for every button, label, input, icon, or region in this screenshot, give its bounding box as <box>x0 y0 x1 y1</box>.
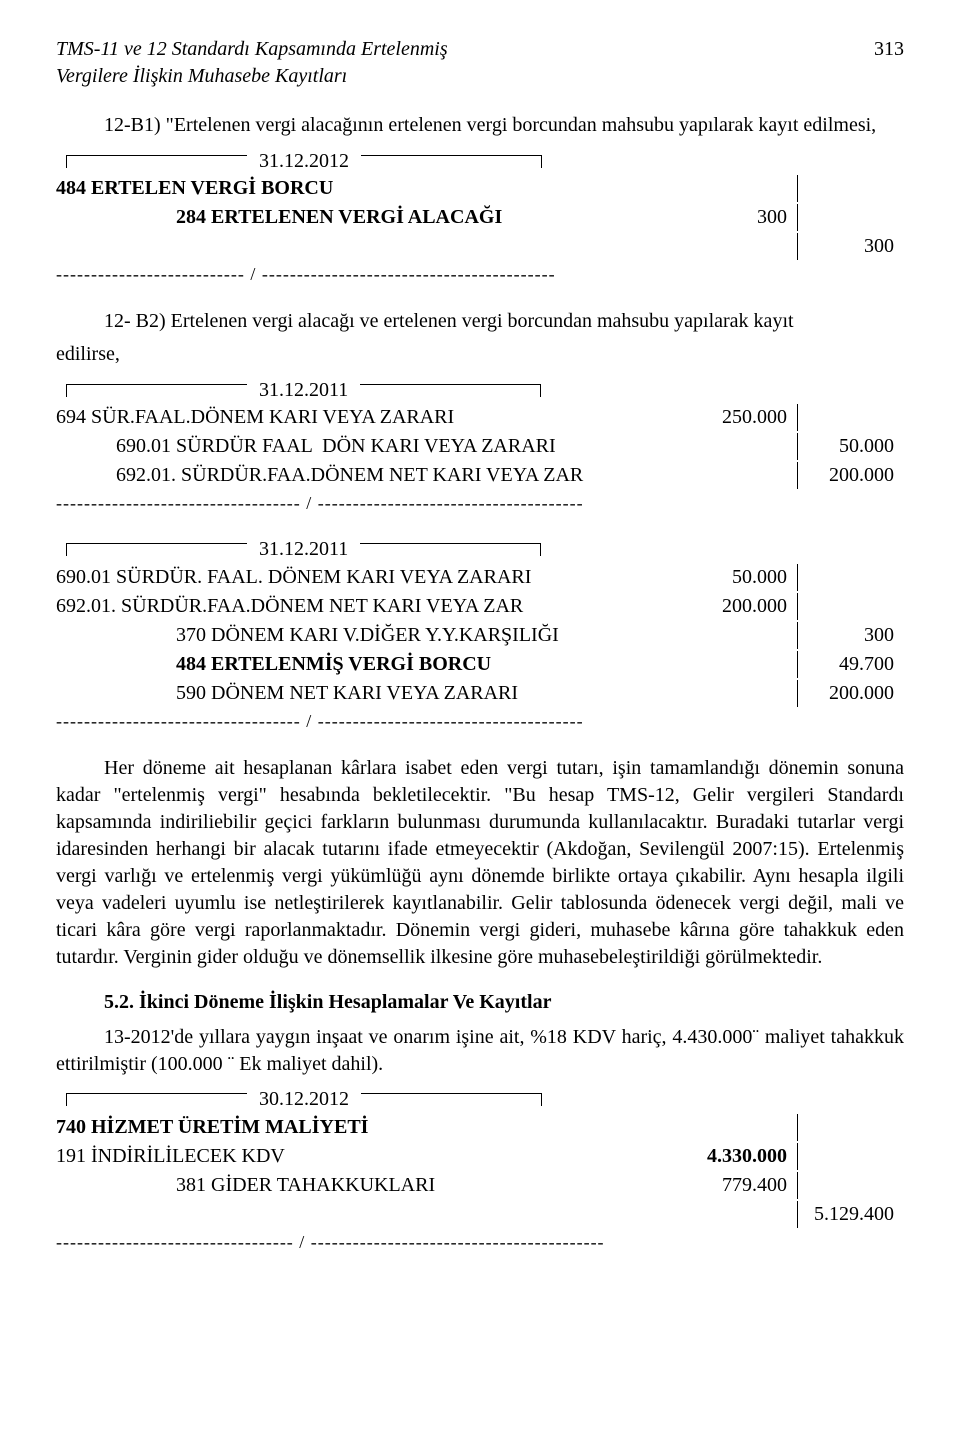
entry-rule-left <box>66 543 247 556</box>
credit-amount: 50.000 <box>798 433 904 460</box>
para-12b2-a: 12- B2) Ertelenen vergi alacağı ve ertel… <box>56 308 904 335</box>
debit-amount <box>691 1114 798 1141</box>
account-name: 694 SÜR.FAAL.DÖNEM KARI VEYA ZARARI <box>56 404 691 431</box>
debit-amount: 779.400 <box>691 1172 798 1199</box>
account-name: 692.01. SÜRDÜR.FAA.DÖNEM NET KARI VEYA Z… <box>56 593 691 620</box>
credit-amount <box>798 1114 904 1141</box>
credit-amount <box>798 404 904 431</box>
credit-amount <box>798 593 904 620</box>
header-title-line2: Vergilere İlişkin Muhasebe Kayıtları <box>56 65 347 87</box>
page-313: TMS-11 ve 12 Standardı Kapsamında Ertele… <box>0 0 960 1316</box>
entry-rule-left <box>66 155 247 168</box>
credit-amount: 300 <box>798 233 904 260</box>
credit-amount: 200.000 <box>798 462 904 489</box>
para-12b1: 12-B1) "Ertelenen vergi alacağının ertel… <box>56 112 904 139</box>
entry-rule-right <box>361 155 542 168</box>
para-12b2-b: edilirse, <box>56 341 904 368</box>
header-title-line1: TMS-11 ve 12 Standardı Kapsamında Ertele… <box>56 38 448 60</box>
credit-amount <box>798 1143 904 1170</box>
account-name: 484 ERTELENMİŞ VERGİ BORCU <box>56 651 691 678</box>
entry-separator: ---------------------------------- / ---… <box>56 1230 904 1254</box>
account-name <box>56 233 691 260</box>
account-name: 692.01. SÜRDÜR.FAA.DÖNEM NET KARI VEYA Z… <box>56 462 691 489</box>
entry-rule-right <box>360 543 541 556</box>
credit-amount <box>798 1172 904 1199</box>
page-number: 313 <box>874 36 904 63</box>
account-name: 191 İNDİRİLİLECEK KDV <box>56 1143 691 1170</box>
entry-separator: --------------------------- / ----------… <box>56 262 904 286</box>
account-name: 590 DÖNEM NET KARI VEYA ZARARI <box>56 680 691 707</box>
journal-entry-4: 30.12.2012 740 HİZMET ÜRETİM MALİYETİ 19… <box>56 1088 904 1254</box>
entry-separator: ----------------------------------- / --… <box>56 491 904 515</box>
para-5-2: 13-2012'de yıllara yaygın inşaat ve onar… <box>56 1024 904 1078</box>
debit-amount <box>691 651 798 678</box>
debit-amount <box>691 233 798 260</box>
debit-amount <box>691 1201 798 1228</box>
debit-amount <box>691 622 798 649</box>
entry-date: 31.12.2012 <box>247 148 361 175</box>
journal-entry-3: 31.12.2011 690.01 SÜRDÜR. FAAL. DÖNEM KA… <box>56 538 904 733</box>
debit-amount: 4.330.000 <box>691 1143 798 1170</box>
debit-amount: 300 <box>691 204 798 231</box>
entry-separator: ----------------------------------- / --… <box>56 709 904 733</box>
account-name: 690.01 SÜRDÜR. FAAL. DÖNEM KARI VEYA ZAR… <box>56 564 691 591</box>
entry-rule-right <box>360 384 541 397</box>
debit-amount: 50.000 <box>691 564 798 591</box>
debit-amount <box>691 462 798 489</box>
credit-amount: 300 <box>798 622 904 649</box>
account-name: 690.01 SÜRDÜR FAAL DÖN KARI VEYA ZARARI <box>56 433 691 460</box>
journal-entry-2: 31.12.2011 694 SÜR.FAAL.DÖNEM KARI VEYA … <box>56 378 904 515</box>
credit-amount <box>798 564 904 591</box>
credit-amount: 5.129.400 <box>798 1201 904 1228</box>
debit-amount: 200.000 <box>691 593 798 620</box>
entry-rule-right <box>361 1093 542 1106</box>
account-name: 484 ERTELEN VERGİ BORCU <box>56 175 691 202</box>
entry-date: 30.12.2012 <box>247 1086 361 1113</box>
entry-date: 31.12.2011 <box>247 536 360 563</box>
entry-date: 31.12.2011 <box>247 377 360 404</box>
account-name: 381 GİDER TAHAKKUKLARI <box>56 1172 691 1199</box>
debit-amount: 250.000 <box>691 404 798 431</box>
entry-rule-left <box>66 384 247 397</box>
account-name: 284 ERTELENEN VERGİ ALACAĞI <box>56 204 691 231</box>
running-header: TMS-11 ve 12 Standardı Kapsamında Ertele… <box>56 36 904 90</box>
debit-amount <box>691 175 798 202</box>
debit-amount <box>691 433 798 460</box>
account-name: 740 HİZMET ÜRETİM MALİYETİ <box>56 1114 691 1141</box>
credit-amount: 200.000 <box>798 680 904 707</box>
credit-amount <box>798 175 904 202</box>
journal-entry-1: 31.12.2012 484 ERTELEN VERGİ BORCU 284 E… <box>56 149 904 286</box>
entry-rule-left <box>66 1093 247 1106</box>
explanatory-paragraph: Her döneme ait hesaplanan kârlara isabet… <box>56 755 904 971</box>
account-name: 370 DÖNEM KARI V.DİĞER Y.Y.KARŞILIĞI <box>56 622 691 649</box>
header-title: TMS-11 ve 12 Standardı Kapsamında Ertele… <box>56 36 448 90</box>
debit-amount <box>691 680 798 707</box>
section-5-2-heading: 5.2. İkinci Döneme İlişkin Hesaplamalar … <box>56 989 904 1016</box>
credit-amount <box>798 204 904 231</box>
credit-amount: 49.700 <box>798 651 904 678</box>
account-name <box>56 1201 691 1228</box>
